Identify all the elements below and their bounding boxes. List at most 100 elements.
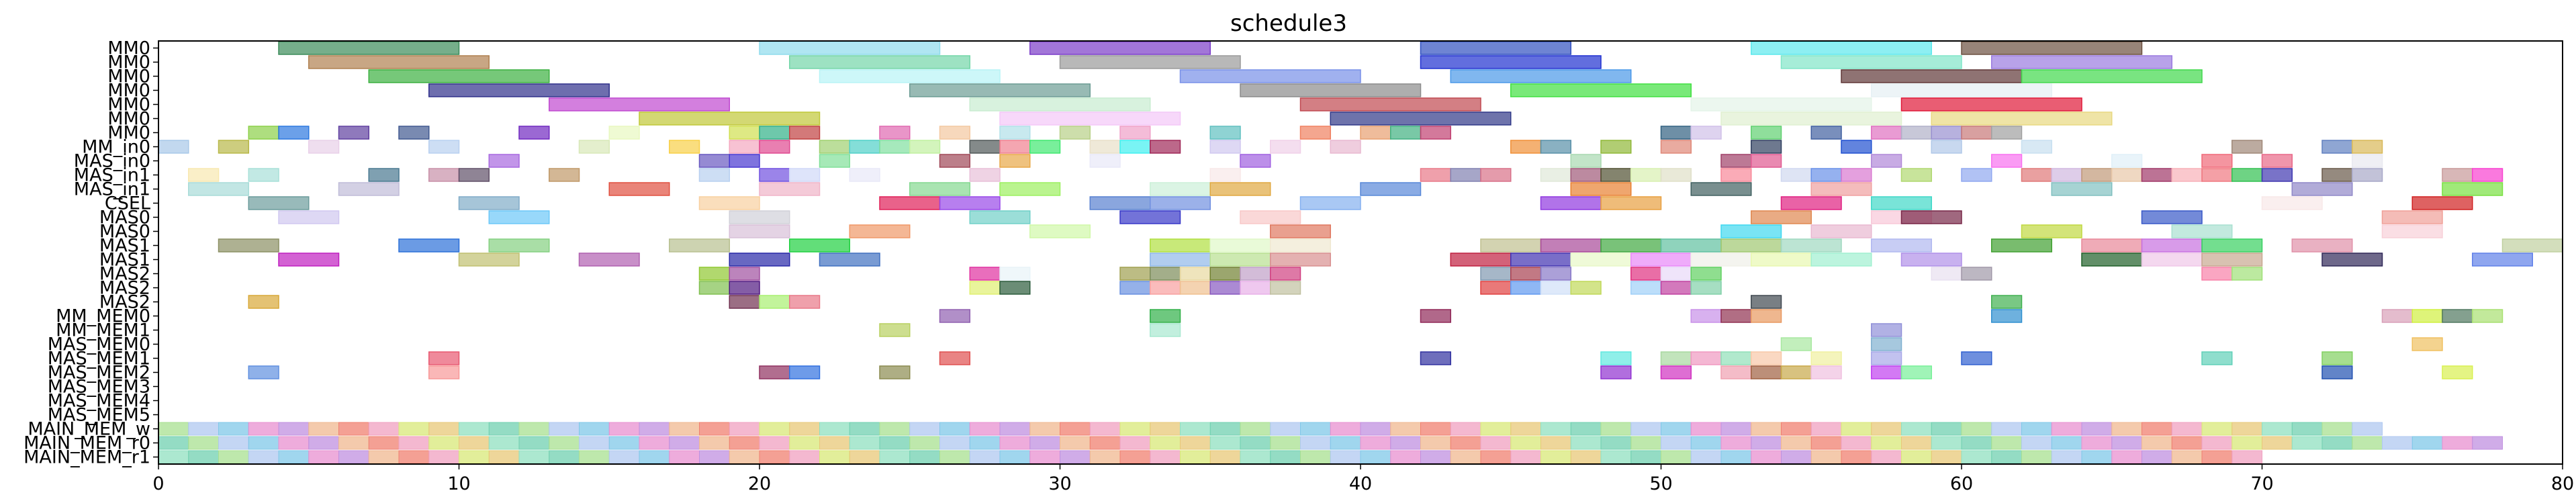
task-bar — [1780, 55, 1962, 69]
task-bar — [2411, 337, 2443, 351]
mem-block — [849, 450, 880, 464]
task-bar — [2141, 210, 2203, 224]
mem-block — [699, 422, 730, 436]
task-bar — [729, 140, 760, 154]
task-bar — [1630, 253, 1692, 267]
mem-block — [2171, 450, 2203, 464]
mem-block — [1390, 422, 1421, 436]
mem-block — [1690, 436, 1722, 450]
mem-block — [608, 422, 640, 436]
y-tick-label: MM0 — [107, 109, 150, 130]
task-bar — [2171, 224, 2233, 238]
task-bar — [1510, 140, 1542, 154]
task-bar — [1150, 267, 1181, 281]
x-tick-label: 20 — [748, 473, 771, 494]
mem-block — [1119, 450, 1151, 464]
task-bar — [1810, 126, 1842, 140]
task-bar — [759, 41, 941, 55]
task-bar — [1480, 168, 1512, 182]
mem-block — [1390, 436, 1421, 450]
task-bar — [1751, 210, 1812, 224]
mem-block — [1150, 422, 1181, 436]
mem-block — [729, 422, 760, 436]
task-bar — [698, 281, 730, 295]
task-bar — [2442, 309, 2473, 323]
mem-block — [549, 450, 580, 464]
mem-block — [2352, 422, 2383, 436]
mem-block — [2021, 450, 2052, 464]
task-bar — [308, 140, 340, 154]
task-bar — [1209, 126, 1241, 140]
task-bar — [2442, 168, 2473, 182]
task-bar — [1480, 267, 1512, 281]
task-bar — [1029, 41, 1211, 55]
task-bar — [1931, 140, 1962, 154]
task-bar — [1029, 140, 1061, 154]
task-bar — [639, 111, 821, 126]
mem-block — [428, 422, 459, 436]
task-bar — [1900, 253, 1962, 267]
task-bars — [158, 41, 2563, 464]
task-bar — [1751, 41, 1932, 55]
task-bar — [248, 365, 279, 379]
mem-block — [579, 436, 610, 450]
task-bar — [879, 365, 911, 379]
task-bar — [1871, 337, 1902, 351]
task-bar — [1240, 267, 1271, 281]
task-bar — [939, 126, 970, 140]
mem-block — [2081, 422, 2113, 436]
task-bar — [1510, 281, 1542, 295]
task-bar — [1751, 365, 1782, 379]
mem-block — [1600, 436, 1632, 450]
mem-block — [1360, 422, 1391, 436]
mem-block — [789, 436, 820, 450]
task-bar — [1720, 154, 1752, 168]
task-bar — [759, 168, 790, 182]
mem-block — [1841, 450, 1872, 464]
mem-block — [2081, 450, 2113, 464]
task-bar — [1900, 97, 2082, 111]
task-bar — [1871, 196, 1932, 210]
task-bar — [1540, 140, 1571, 154]
task-bar — [1991, 126, 2023, 140]
mem-block — [158, 422, 189, 436]
task-bar — [2051, 182, 2113, 196]
task-bar — [1480, 238, 1542, 253]
mem-block — [398, 450, 430, 464]
task-bar — [1871, 351, 1902, 365]
task-bar — [729, 224, 790, 238]
task-bar — [1089, 196, 1151, 210]
task-bar — [1420, 351, 1451, 365]
mem-block — [879, 436, 911, 450]
task-bar — [248, 126, 279, 140]
mem-block — [518, 436, 550, 450]
task-bar — [2141, 238, 2203, 253]
task-bar — [999, 281, 1031, 295]
task-bar — [1600, 196, 1662, 210]
task-bar — [1570, 253, 1632, 267]
task-bar — [1690, 126, 1722, 140]
task-bar — [1209, 253, 1271, 267]
mem-block — [1630, 422, 1661, 436]
mem-block — [518, 422, 550, 436]
task-bar — [2081, 238, 2143, 253]
mem-block — [218, 436, 249, 450]
task-bar — [2232, 267, 2263, 281]
task-bar — [1660, 267, 1692, 281]
task-bar — [819, 154, 850, 168]
mem-block — [1630, 436, 1661, 450]
mem-block — [1751, 436, 1782, 450]
task-bar — [1690, 351, 1722, 365]
mem-block — [1450, 450, 1481, 464]
task-bar — [1209, 182, 1271, 196]
task-bar — [2201, 351, 2233, 365]
task-bar — [1660, 281, 1692, 295]
task-bar — [698, 168, 730, 182]
mem-block — [2411, 436, 2443, 450]
mem-block — [1029, 436, 1060, 450]
task-bar — [248, 295, 279, 309]
mem-block — [2171, 422, 2203, 436]
mem-block — [278, 422, 310, 436]
plot-frame — [158, 40, 2563, 465]
task-bar — [729, 295, 760, 309]
